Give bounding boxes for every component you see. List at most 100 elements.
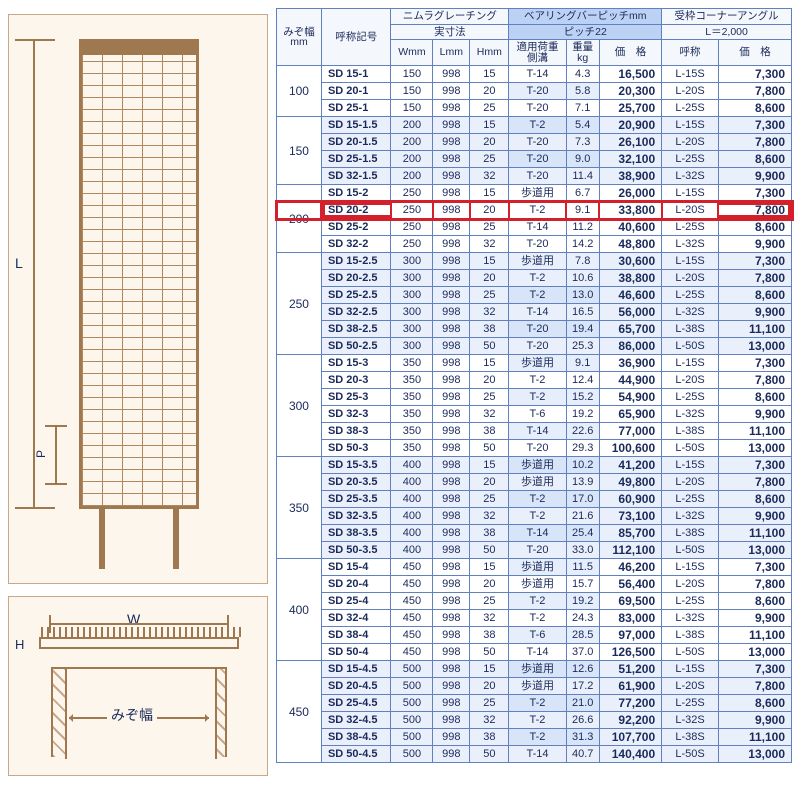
cell-l: 998 (433, 525, 470, 542)
table-row: SD 25-115099825T-207.125,700L-25S8,600 (277, 100, 792, 117)
cell-w: 350 (391, 440, 433, 457)
cell-price: 26,100 (599, 134, 661, 151)
cell-model: SD 32-4.5 (321, 712, 391, 729)
cell-angle-price: 7,300 (718, 355, 791, 372)
cell-model: SD 32-4 (321, 610, 391, 627)
cell-weight: 31.3 (566, 729, 599, 746)
cell-l: 998 (433, 100, 470, 117)
cell-load: T-20 (509, 542, 566, 559)
cell-angle-price: 7,800 (718, 270, 791, 287)
cell-angle-price: 8,600 (718, 491, 791, 508)
cell-w: 500 (391, 678, 433, 695)
cell-w: 450 (391, 610, 433, 627)
cell-h: 15 (470, 117, 509, 134)
cell-load: T-20 (509, 321, 566, 338)
table-row: 400SD 15-445099815歩道用11.546,200L-15S7,30… (277, 559, 792, 576)
cell-model: SD 20-2 (321, 202, 391, 219)
cell-angle-price: 7,800 (718, 576, 791, 593)
cell-w: 400 (391, 457, 433, 474)
table-row: SD 25-1.520099825T-209.032,100L-25S8,600 (277, 151, 792, 168)
h-h: Hmm (470, 40, 509, 66)
cell-w: 450 (391, 576, 433, 593)
cell-model: SD 50-4 (321, 644, 391, 661)
cell-angle-price: 11,100 (718, 321, 791, 338)
cell-angle-name: L-25S (662, 100, 719, 117)
cell-model: SD 15-2.5 (321, 253, 391, 270)
table-row: SD 50-3.540099850T-2033.0112,100L-50S13,… (277, 542, 792, 559)
cell-load: T-20 (509, 83, 566, 100)
cell-angle-name: L-32S (662, 508, 719, 525)
cell-model: SD 20-4 (321, 576, 391, 593)
cell-w: 400 (391, 525, 433, 542)
cell-load: T-2 (509, 117, 566, 134)
cell-l: 998 (433, 202, 470, 219)
cell-load: T-2 (509, 695, 566, 712)
table-row: SD 38-2.530099838T-2019.465,700L-38S11,1… (277, 321, 792, 338)
h-angle-sub: L＝2,000 (662, 24, 792, 40)
cell-weight: 4.3 (566, 66, 599, 83)
cell-load: T-6 (509, 627, 566, 644)
h-load: 適用荷重側溝 (509, 40, 566, 66)
cell-w: 450 (391, 559, 433, 576)
cell-l: 998 (433, 66, 470, 83)
cell-w: 150 (391, 100, 433, 117)
cell-weight: 15.2 (566, 389, 599, 406)
cell-h: 25 (470, 695, 509, 712)
cell-price: 140,400 (599, 746, 661, 763)
cell-w: 450 (391, 644, 433, 661)
cell-l: 998 (433, 117, 470, 134)
cell-l: 998 (433, 593, 470, 610)
cell-w: 300 (391, 304, 433, 321)
diagram-cross-section: W H みぞ幅 (8, 596, 268, 776)
cell-l: 998 (433, 338, 470, 355)
cell-angle-price: 11,100 (718, 729, 791, 746)
cell-model: SD 15-2 (321, 185, 391, 202)
cell-price: 46,200 (599, 559, 661, 576)
cell-weight: 14.2 (566, 236, 599, 253)
cell-l: 998 (433, 389, 470, 406)
cell-load: T-20 (509, 134, 566, 151)
cell-angle-price: 13,000 (718, 644, 791, 661)
cell-weight: 21.6 (566, 508, 599, 525)
cell-weight: 9.1 (566, 355, 599, 372)
table-row: 100SD 15-115099815T-144.316,500L-15S7,30… (277, 66, 792, 83)
table-row: SD 50-4.550099850T-1440.7140,400L-50S13,… (277, 746, 792, 763)
cell-model: SD 15-3 (321, 355, 391, 372)
cell-h: 20 (470, 474, 509, 491)
cell-load: T-20 (509, 100, 566, 117)
cell-l: 998 (433, 304, 470, 321)
cell-angle-name: L-15S (662, 117, 719, 134)
cell-l: 998 (433, 508, 470, 525)
cell-model: SD 25-1.5 (321, 151, 391, 168)
h-l: Lmm (433, 40, 470, 66)
cell-weight: 10.2 (566, 457, 599, 474)
cell-mizo: 400 (277, 559, 322, 661)
cell-w: 350 (391, 389, 433, 406)
cell-h: 25 (470, 219, 509, 236)
cell-price: 25,700 (599, 100, 661, 117)
cell-angle-price: 13,000 (718, 440, 791, 457)
table-row: SD 20-445099820歩道用15.756,400L-20S7,800 (277, 576, 792, 593)
dimension-p-label: P (34, 450, 48, 458)
cell-angle-name: L-15S (662, 185, 719, 202)
cell-angle-price: 11,100 (718, 525, 791, 542)
table-row: SD 25-4.550099825T-221.077,200L-25S8,600 (277, 695, 792, 712)
table-row: SD 20-2.530099820T-210.638,800L-20S7,800 (277, 270, 792, 287)
cell-price: 30,600 (599, 253, 661, 270)
cell-model: SD 50-2.5 (321, 338, 391, 355)
cell-price: 16,500 (599, 66, 661, 83)
cell-w: 350 (391, 406, 433, 423)
cell-model: SD 32-2.5 (321, 304, 391, 321)
cell-load: T-2 (509, 593, 566, 610)
cell-mizo: 450 (277, 661, 322, 763)
cell-h: 50 (470, 644, 509, 661)
cell-angle-price: 9,900 (718, 508, 791, 525)
cell-model: SD 25-3 (321, 389, 391, 406)
cell-l: 998 (433, 542, 470, 559)
cell-l: 998 (433, 253, 470, 270)
cell-angle-price: 7,300 (718, 185, 791, 202)
table-row: SD 20-115099820T-205.820,300L-20S7,800 (277, 83, 792, 100)
table-row: 200SD 15-225099815歩道用6.726,000L-15S7,300 (277, 185, 792, 202)
cell-angle-name: L-20S (662, 372, 719, 389)
cell-h: 20 (470, 83, 509, 100)
